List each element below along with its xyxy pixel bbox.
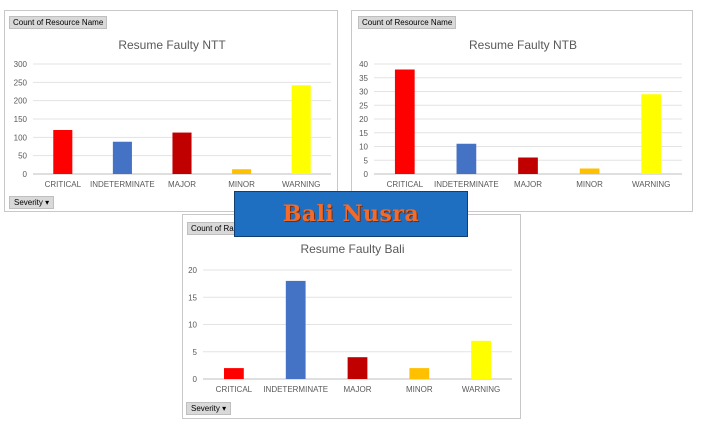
chart-panel-ntb: Count of Resource Name Resume Faulty NTB… (351, 10, 693, 212)
severity-filter-label: Severity (191, 404, 220, 413)
x-tick-label: CRITICAL (45, 180, 82, 189)
y-tick-label: 50 (18, 152, 27, 161)
x-tick-label: WARNING (282, 180, 320, 189)
x-tick-label: MINOR (406, 385, 433, 394)
dropdown-arrow-icon: ▾ (222, 404, 227, 413)
bar-critical (224, 368, 244, 379)
chart-ntb: Resume Faulty NTB 0 5 10 15 20 25 30 35 40 CRITICA… (359, 38, 682, 189)
chart-ntt: Resume Faulty NTT 0 50 100 150 200 250 300 CRITI… (14, 38, 331, 189)
chart-title: Resume Faulty NTT (118, 38, 226, 52)
chart-title: Resume Faulty NTB (469, 38, 577, 52)
x-tick-label: MINOR (228, 180, 255, 189)
y-tick-label: 300 (14, 60, 28, 69)
value-field-tag[interactable]: Count of Resource Name (9, 16, 108, 29)
y-tick-label: 20 (188, 266, 197, 275)
y-tick-label: 35 (359, 74, 368, 83)
severity-filter-button[interactable]: Severity ▾ (186, 402, 232, 415)
y-tick-label: 100 (14, 133, 28, 142)
chart-title: Resume Faulty Bali (300, 242, 404, 256)
x-tick-label: MAJOR (344, 385, 372, 394)
bar-indeterminate (456, 143, 477, 174)
bar-minor (409, 368, 430, 379)
x-tick-label: WARNING (462, 385, 500, 394)
bar-critical (394, 69, 415, 174)
x-tick-label: MAJOR (168, 180, 196, 189)
y-tick-label: 5 (364, 156, 369, 165)
x-tick-label: WARNING (632, 180, 670, 189)
bar-warning (291, 85, 311, 174)
y-tick-label: 20 (359, 115, 368, 124)
bar-critical (53, 130, 73, 174)
bar-minor (232, 169, 252, 174)
chart-bali: Resume Faulty Bali 0 5 10 15 20 CRITICAL INDETE… (188, 242, 512, 394)
x-tick-label: CRITICAL (216, 385, 253, 394)
severity-filter-label: Severity (14, 198, 43, 207)
y-tick-label: 10 (359, 143, 368, 152)
bar-warning (471, 340, 491, 379)
y-tick-label: 5 (193, 348, 198, 357)
y-tick-label: 0 (23, 170, 28, 179)
x-tick-label: CRITICAL (387, 180, 424, 189)
severity-filter-button[interactable]: Severity ▾ (9, 196, 55, 209)
x-tick-label: INDETERMINATE (263, 385, 328, 394)
region-banner: Bali Nusra (234, 191, 468, 237)
y-tick-label: 10 (188, 321, 197, 330)
dropdown-arrow-icon: ▾ (45, 198, 50, 207)
y-tick-label: 200 (14, 97, 28, 106)
bar-warning (641, 94, 662, 174)
y-tick-label: 150 (14, 115, 28, 124)
y-tick-label: 25 (359, 101, 368, 110)
x-tick-label: INDETERMINATE (90, 180, 155, 189)
bar-major (172, 132, 192, 174)
bar-indeterminate (285, 280, 306, 379)
bar-major (347, 357, 368, 379)
x-tick-label: INDETERMINATE (434, 180, 499, 189)
bar-minor (579, 168, 600, 174)
y-tick-label: 30 (359, 88, 368, 97)
y-tick-label: 250 (14, 78, 28, 87)
y-tick-label: 15 (359, 129, 368, 138)
x-tick-label: MAJOR (514, 180, 542, 189)
y-tick-label: 0 (193, 375, 198, 384)
y-tick-label: 15 (188, 293, 197, 302)
value-field-tag[interactable]: Count of Resource Name (358, 16, 457, 29)
chart-panel-ntt: Count of Resource Name Resume Faulty NTT… (4, 10, 338, 212)
y-tick-label: 40 (359, 60, 368, 69)
chart-panel-bali: Count of Rais Resume Faulty Bali 0 5 10 15 20… (182, 214, 521, 419)
bar-indeterminate (112, 141, 132, 174)
banner-title: Bali Nusra (282, 201, 420, 227)
y-tick-label: 0 (364, 170, 369, 179)
bar-major (518, 157, 538, 174)
x-tick-label: MINOR (576, 180, 603, 189)
